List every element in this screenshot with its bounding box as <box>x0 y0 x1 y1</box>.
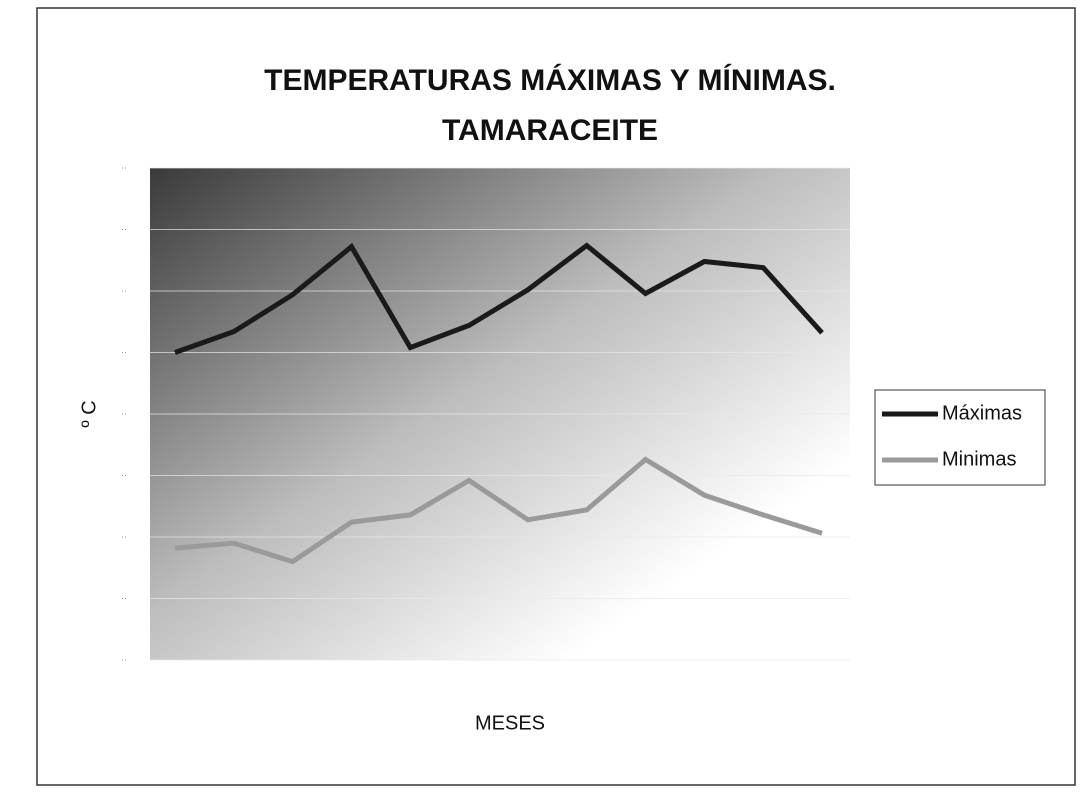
legend-label: Minimas <box>942 448 1016 470</box>
series-line <box>174 456 823 565</box>
legend-label: Máximas <box>942 402 1022 424</box>
legend-box <box>874 389 1046 486</box>
chart-subtitle: TAMARACEITE <box>442 114 658 147</box>
y-axis-label: º C <box>78 400 100 427</box>
series-line <box>174 242 824 355</box>
chart-title: TEMPERATURAS MÁXIMAS Y MÍNIMAS. <box>264 63 836 97</box>
x-axis-label: MESES <box>475 712 545 734</box>
